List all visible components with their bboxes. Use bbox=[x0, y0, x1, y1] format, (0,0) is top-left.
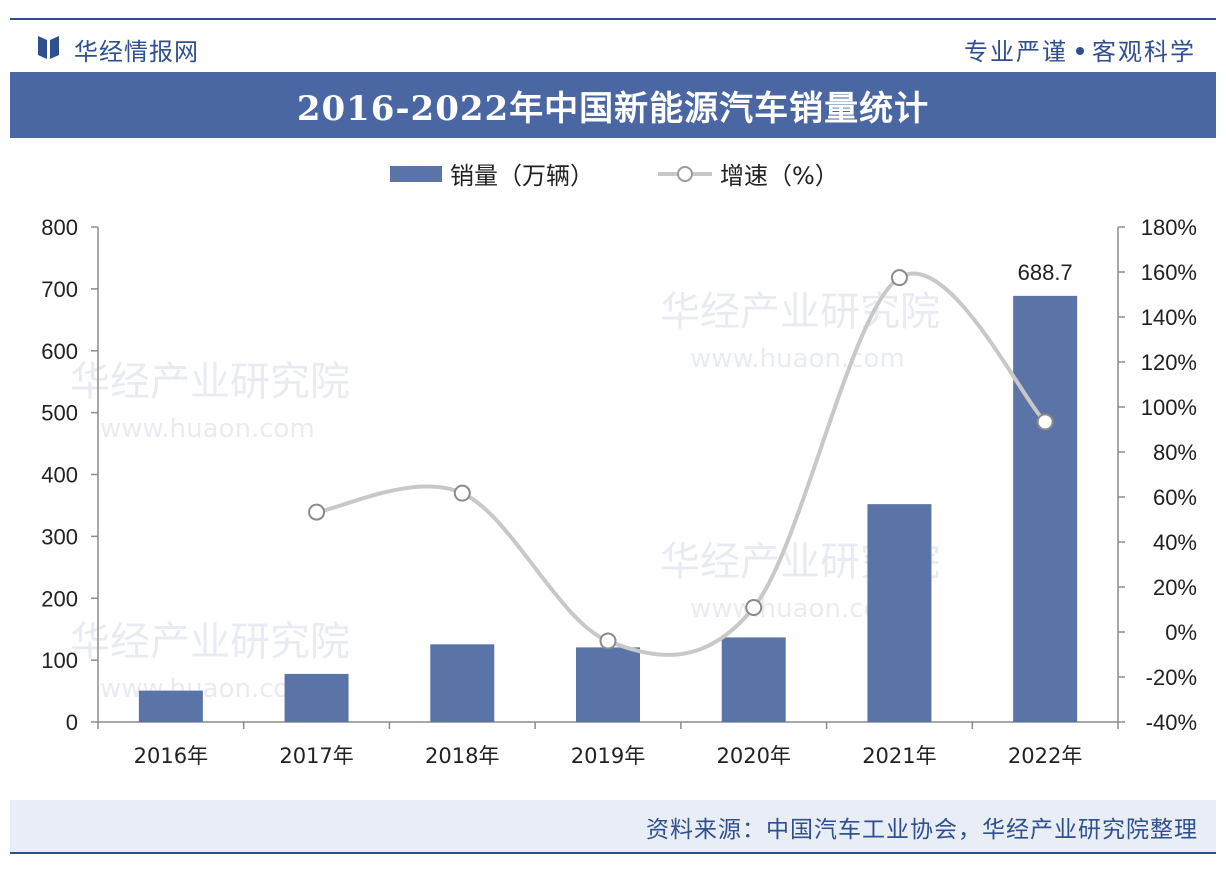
watermark-url: www.huaon.com bbox=[100, 674, 315, 704]
growth-point bbox=[1036, 413, 1054, 431]
legend-label-growth: 增速（%） bbox=[720, 162, 839, 190]
legend-bar-swatch bbox=[390, 166, 442, 182]
right-tick-label: 40% bbox=[1153, 530, 1197, 555]
left-tick-label: 0 bbox=[66, 710, 78, 735]
bar-sales bbox=[430, 644, 495, 722]
slogan-dot-icon bbox=[1076, 47, 1084, 55]
x-tick-label: 2017年 bbox=[279, 744, 353, 768]
bar-sales bbox=[576, 647, 640, 722]
slogan: 专业严谨 客观科学 bbox=[964, 32, 1196, 67]
brand-name: 华经情报网 bbox=[74, 38, 199, 66]
right-tick-label: 0% bbox=[1165, 620, 1197, 645]
bar-sales bbox=[1013, 295, 1078, 722]
legend-marker bbox=[677, 166, 693, 182]
left-tick-label: 500 bbox=[41, 401, 78, 426]
x-tick-label: 2019年 bbox=[571, 744, 645, 768]
growth-point bbox=[599, 632, 617, 650]
x-tick-label: 2020年 bbox=[716, 744, 790, 768]
growth-point bbox=[745, 598, 763, 616]
growth-point bbox=[308, 503, 326, 521]
right-tick-label: -20% bbox=[1146, 665, 1197, 690]
right-tick-label: 20% bbox=[1153, 575, 1197, 600]
left-tick-label: 800 bbox=[41, 215, 78, 240]
left-tick-label: 300 bbox=[41, 524, 78, 549]
right-tick-label: 100% bbox=[1141, 395, 1197, 420]
chart-canvas: 华经产业研究院 www.huaon.com 华经产业研究院 www.huaon.com… bbox=[41, 162, 1197, 768]
x-tick-label: 2018年 bbox=[425, 744, 499, 768]
watermark-url: www.huaon.com bbox=[100, 414, 315, 444]
bar-sales bbox=[867, 504, 932, 722]
legend-label-sales: 销量（万辆） bbox=[450, 162, 594, 190]
watermark-text: 华经产业研究院 bbox=[70, 619, 350, 665]
right-tick-label: 80% bbox=[1153, 440, 1197, 465]
watermark-text: 华经产业研究院 bbox=[70, 359, 350, 405]
left-tick-label: 200 bbox=[41, 586, 78, 611]
growth-point bbox=[453, 484, 471, 502]
watermark-text: 华经产业研究院 bbox=[660, 289, 940, 335]
right-tick-label: 160% bbox=[1141, 260, 1197, 285]
data-label-sales: 688.7 bbox=[1018, 260, 1073, 285]
right-tick-label: 60% bbox=[1153, 485, 1197, 510]
left-tick-label: 600 bbox=[41, 339, 78, 364]
header: 华经情报网 专业严谨 客观科学 bbox=[10, 22, 1216, 72]
slogan-left: 专业严谨 bbox=[964, 38, 1068, 66]
bar-sales bbox=[138, 690, 203, 722]
left-tick-label: 400 bbox=[41, 463, 78, 488]
right-tick-label: 120% bbox=[1141, 350, 1197, 375]
right-tick-label: -40% bbox=[1146, 710, 1197, 735]
left-tick-label: 700 bbox=[41, 277, 78, 302]
bottom-rule bbox=[10, 852, 1216, 854]
top-rule bbox=[10, 18, 1216, 20]
watermark-url: www.huaon.com bbox=[690, 344, 905, 374]
x-tick-label: 2021年 bbox=[862, 744, 936, 768]
bar-sales bbox=[721, 637, 786, 722]
title-bar: 2016-2022年中国新能源汽车销量统计 bbox=[10, 72, 1216, 138]
chart-title: 2016-2022年中国新能源汽车销量统计 bbox=[296, 88, 930, 129]
x-tick-label: 2022年 bbox=[1008, 744, 1082, 768]
x-tick-label: 2016年 bbox=[134, 744, 208, 768]
right-tick-label: 140% bbox=[1141, 305, 1197, 330]
source-note: 资料来源：中国汽车工业协会，华经产业研究院整理 bbox=[646, 817, 1198, 843]
left-tick-label: 100 bbox=[41, 648, 78, 673]
slogan-right: 客观科学 bbox=[1092, 38, 1196, 66]
growth-point bbox=[890, 269, 908, 287]
bar-sales bbox=[284, 673, 349, 722]
book-logo-icon bbox=[38, 36, 59, 59]
right-tick-label: 180% bbox=[1141, 215, 1197, 240]
footer-bar: 资料来源：中国汽车工业协会，华经产业研究院整理 bbox=[10, 800, 1216, 852]
